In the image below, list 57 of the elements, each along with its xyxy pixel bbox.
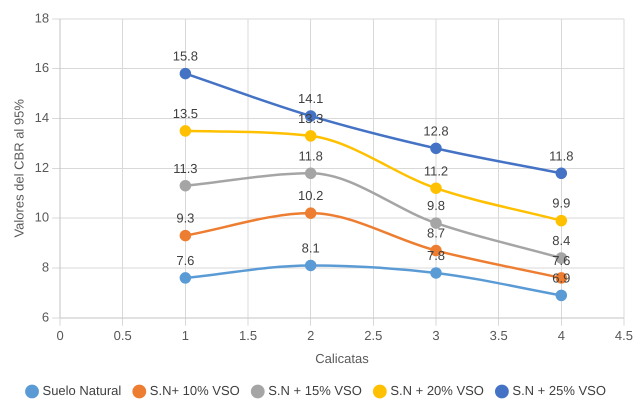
data-label: 9.3 [176,210,194,226]
data-label: 7.6 [552,253,570,268]
legend-label: S.N + 15% VSO [268,383,362,398]
x-tick-label: 0.5 [114,328,132,344]
data-label: 11.8 [298,148,323,164]
y-tick-label: 14 [34,110,50,126]
point [430,217,442,229]
y-tick-label: 12 [34,160,50,175]
data-label: 12.8 [423,123,449,138]
data-label: 9.9 [552,196,570,211]
data-label: 11.8 [549,148,574,164]
point [180,272,192,284]
point [556,168,568,180]
point [304,260,316,272]
y-tick-label: 16 [34,60,50,76]
x-tick-label: 1.5 [238,328,258,344]
data-label: 10.2 [298,188,324,204]
y-tick-label: 8 [42,260,50,275]
data-label: 14.1 [298,91,324,106]
data-label: 11.3 [173,160,198,176]
data-label: 11.2 [424,163,448,178]
point [556,214,568,226]
point [430,182,442,194]
point [430,142,442,154]
point [180,125,192,137]
x-tick-label: 3 [432,328,440,344]
legend-label: S.N + 25% VSO [512,383,606,398]
y-axis-title: Valores del CBR al 95% [11,98,26,238]
point [556,290,568,302]
data-label: 7.6 [176,253,194,268]
data-label: 8.4 [552,233,570,248]
legend-label: Suelo Natural [42,383,122,398]
point [180,180,192,192]
point [304,168,316,180]
legend-label: S.N + 20% VSO [390,383,484,398]
x-tick-label: 4.5 [614,328,634,344]
point [430,267,442,279]
y-tick-label: 10 [34,210,50,225]
y-tick-label: 6 [42,309,50,324]
point [304,207,316,219]
x-tick-label: 3.5 [490,328,508,344]
point [180,68,192,80]
data-label: 13.5 [172,106,198,122]
x-tick-label: 2.5 [364,328,382,344]
x-tick-label: 4 [558,328,565,344]
point [180,230,192,242]
data-label: 8.1 [302,240,320,256]
data-label: 15.8 [172,48,198,64]
x-tick-label: 2 [307,328,314,344]
x-axis-title: Calicatas [315,350,370,366]
data-label: 8.7 [426,226,446,241]
data-label: 9.8 [426,198,446,214]
legend-label: S.N+ 10% VSO [150,383,240,398]
x-tick-label: 1 [182,328,189,344]
point [304,130,316,142]
y-tick-label: 18 [34,10,50,26]
x-tick-label: 0 [56,328,64,344]
